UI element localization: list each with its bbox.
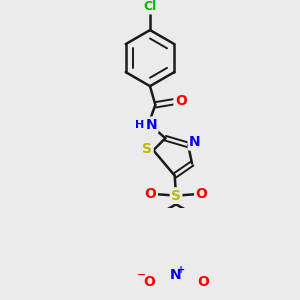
Text: S: S [171, 189, 181, 202]
Text: +: + [177, 265, 185, 275]
Text: N: N [146, 118, 157, 132]
Text: O: O [197, 275, 209, 289]
Text: O: O [143, 275, 155, 289]
Text: O: O [145, 187, 157, 201]
Text: O: O [196, 187, 207, 201]
Text: S: S [142, 142, 152, 156]
Text: N: N [189, 135, 200, 149]
Text: Cl: Cl [143, 0, 157, 13]
Text: H: H [135, 120, 144, 130]
Text: O: O [175, 94, 187, 109]
Text: N: N [170, 268, 182, 282]
Text: −: − [136, 270, 146, 280]
